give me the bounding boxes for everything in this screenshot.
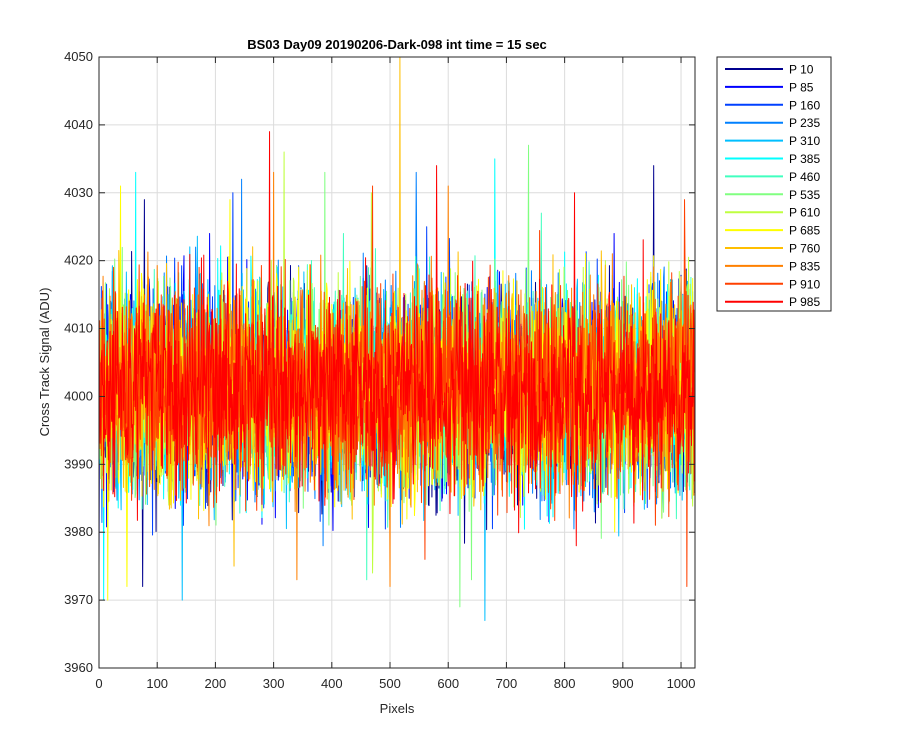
legend-label: P 835 [789, 259, 820, 273]
x-tick-label: 400 [321, 676, 343, 691]
x-tick-label: 800 [554, 676, 576, 691]
y-tick-label: 3970 [64, 592, 93, 607]
chart-title: BS03 Day09 20190206-Dark-098 int time = … [247, 37, 547, 52]
legend-label: P 910 [789, 277, 820, 291]
ticks: 0 100 200 300 400 500 600 700 800 900 1000 3960 3970… [64, 49, 695, 691]
y-tick-label: 3960 [64, 660, 93, 675]
legend-label: P 610 [789, 206, 820, 220]
legend-entry: P 85 [725, 80, 814, 94]
x-tick-label: 0 [95, 676, 102, 691]
x-tick-label: 900 [612, 676, 634, 691]
x-tick-label: 600 [437, 676, 459, 691]
legend-label: P 460 [789, 170, 820, 184]
legend-box [716, 56, 832, 312]
y-tick-label: 4010 [64, 321, 93, 336]
legend-entry: P 760 [725, 242, 820, 256]
series-line-p-985 [98, 131, 695, 547]
legend-label: P 535 [789, 188, 820, 202]
legend-entry: P 985 [725, 295, 820, 309]
legend-label: P 685 [789, 224, 820, 238]
x-tick-label: 1000 [667, 676, 696, 691]
legend-entry: P 160 [725, 98, 820, 112]
y-tick-label: 4000 [64, 388, 93, 403]
legend-entry: P 310 [725, 134, 820, 148]
y-tick-label: 3980 [64, 524, 93, 539]
legend-label: P 310 [789, 134, 820, 148]
legend-entry: P 535 [725, 188, 820, 202]
series-lines [98, 56, 695, 621]
legend-entry: P 910 [725, 277, 820, 291]
x-tick-label: 700 [496, 676, 518, 691]
x-tick-label: 500 [379, 676, 401, 691]
x-tick-label: 200 [205, 676, 227, 691]
legend-label: P 760 [789, 242, 820, 256]
legend-label: P 985 [789, 295, 820, 309]
legend-label: P 85 [789, 80, 814, 94]
legend-label: P 160 [789, 98, 820, 112]
legend-label: P 10 [789, 63, 814, 77]
legend-entry: P 10 [725, 63, 814, 77]
y-tick-label: 4040 [64, 117, 93, 132]
legend-entry: P 610 [725, 206, 820, 220]
y-tick-label: 4050 [64, 49, 93, 64]
legend: P 10 P 85 P 160 P 235 P 310 P 385 P 460 P 535 P … [716, 56, 832, 312]
y-axis-label: Cross Track Signal (ADU) [37, 288, 52, 437]
plot-frame [98, 56, 696, 669]
y-tick-label: 4030 [64, 185, 93, 200]
legend-label: P 385 [789, 152, 820, 166]
x-tick-label: 300 [263, 676, 285, 691]
legend-entry: P 385 [725, 152, 820, 166]
x-axis-label: Pixels [380, 701, 415, 716]
legend-label: P 235 [789, 116, 820, 130]
legend-entry: P 235 [725, 116, 820, 130]
legend-entry: P 460 [725, 170, 820, 184]
x-tick-label: 100 [146, 676, 168, 691]
y-tick-label: 3990 [64, 456, 93, 471]
legend-entry: P 835 [725, 259, 820, 273]
y-tick-label: 4020 [64, 253, 93, 268]
legend-entry: P 685 [725, 224, 820, 238]
